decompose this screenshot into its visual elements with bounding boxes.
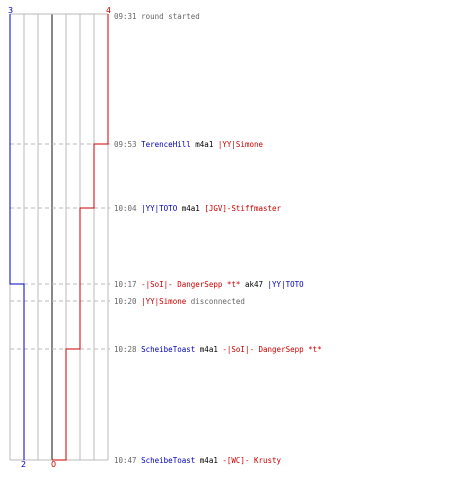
event-part: |YY|TOTO (268, 280, 305, 289)
red-count-bottom: 0 (51, 460, 56, 469)
event-part: -[WC]- Krusty (222, 456, 281, 465)
red-count-top: 4 (106, 6, 111, 15)
event-part: ScheibeToast (141, 456, 195, 465)
event-entry: 10:04 |YY|TOTO m4a1 [JGV]-Stiffmaster (114, 204, 282, 213)
event-entry: 10:47 ScheibeToast m4a1 -[WC]- Krusty (114, 456, 282, 465)
event-entry: 10:17 -|SoI|- DangerSepp *t* ak47 |YY|TO… (114, 280, 304, 289)
event-part: TerenceHill (141, 140, 191, 149)
event-part: m4a1 (195, 456, 222, 465)
event-time: 10:20 (114, 297, 141, 306)
event-part: |YY|Simone (218, 140, 264, 149)
blue-team-line (9, 14, 25, 460)
blue-count-bottom: 2 (21, 460, 26, 469)
event-part: -|SoI|- DangerSepp *t* (141, 280, 240, 289)
event-part: ak47 (240, 280, 267, 289)
event-time: 10:17 (114, 280, 141, 289)
team-count-labels: 3 4 2 0 (8, 6, 111, 469)
event-time: 10:47 (114, 456, 141, 465)
event-entry: 09:31 round started (114, 12, 200, 21)
blue-count-top: 3 (8, 6, 13, 15)
event-part: |YY|Simone (141, 297, 187, 306)
event-part: round started (141, 12, 200, 21)
event-part: -|SoI|- DangerSepp *t* (222, 345, 321, 354)
event-part: |YY|TOTO (141, 204, 178, 213)
team-grid (9, 13, 109, 461)
event-time: 10:04 (114, 204, 141, 213)
event-part: [JGV]-Stiffmaster (204, 204, 281, 213)
red-team-line (52, 14, 109, 461)
event-entry: 09:53 TerenceHill m4a1 |YY|Simone (114, 140, 263, 149)
event-part: ScheibeToast (141, 345, 195, 354)
event-part: m4a1 (191, 140, 218, 149)
event-part: disconnected (186, 297, 245, 306)
event-time: 09:53 (114, 140, 141, 149)
event-dashed-lines (10, 143, 110, 350)
event-entry: 10:28 ScheibeToast m4a1 -|SoI|- DangerSe… (114, 345, 322, 354)
event-entry: 10:20 |YY|Simone disconnected (114, 297, 245, 306)
event-part: m4a1 (195, 345, 222, 354)
event-log: 09:31 round started 09:53 TerenceHill m4a… (114, 12, 322, 465)
event-time: 10:28 (114, 345, 141, 354)
team-count-series (9, 14, 109, 461)
event-time: 09:31 (114, 12, 141, 21)
event-part: m4a1 (177, 204, 204, 213)
